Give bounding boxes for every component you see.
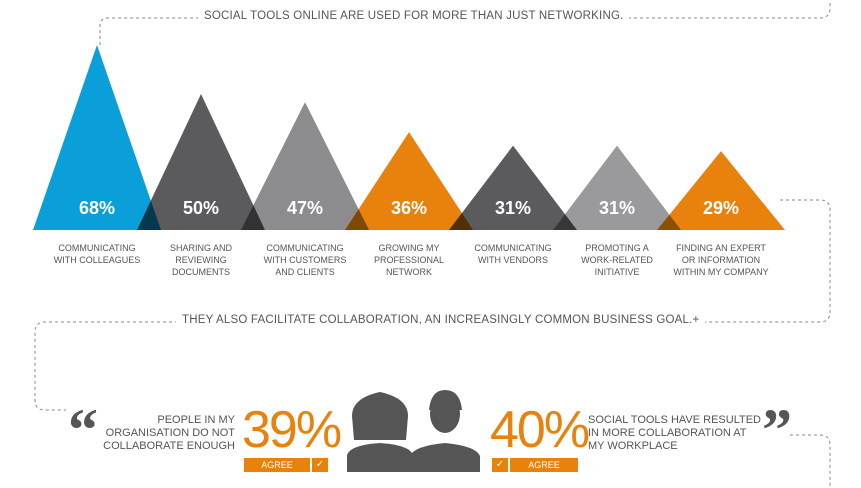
subheadline: THEY ALSO FACILITATE COLLABORATION, AN I… [176,314,706,326]
triangles [33,45,785,230]
triangle [449,145,577,230]
category-label: COMMUNICATING WITH COLLEAGUES [53,243,141,265]
value-label: 36% [390,198,428,218]
stat-value: 39% [242,401,342,459]
triangle [241,102,369,230]
value-label: 68% [78,198,116,218]
people-icon [347,390,480,472]
check-icon: ✓ [312,458,328,472]
quote-mark: ” [762,397,792,463]
stat-badge: AGREE [510,458,578,472]
category-label: COMMUNICATING WITH CUSTOMERS AND CLIENTS [263,243,347,277]
stat-text: PEOPLE IN MY ORGANISATION DO NOT COLLABO… [103,414,235,452]
category-label: FINDING AN EXPERT OR INFORMATION WITHIN … [673,243,769,277]
category-label: COMMUNICATING WITH VENDORS [474,243,552,265]
category-label: PROMOTING A WORK-RELATED INITIATIVE [581,243,653,277]
triangle [553,145,681,230]
dashed-lines [34,0,831,488]
stat-text: SOCIAL TOOLS HAVE RESULTED IN MORE COLLA… [588,414,761,452]
category-label: GROWING MY PROFESSIONAL NETWORK [373,243,445,277]
value-label: 31% [598,198,636,218]
stat-value: 40% [490,401,590,459]
triangle [345,132,473,230]
stat-badge: AGREE [244,458,310,472]
triangle [137,94,265,230]
triangle [657,151,785,230]
category-label: SHARING AND REVIEWING DOCUMENTS [169,243,232,277]
quote-mark: “ [68,397,98,463]
value-label: 50% [182,198,220,218]
value-label: 47% [286,198,324,218]
headline: SOCIAL TOOLS ONLINE ARE USED FOR MORE TH… [198,10,630,22]
check-icon: ✓ [492,458,508,472]
value-label: 31% [494,198,532,218]
triangle [33,45,161,230]
value-label: 29% [702,198,740,218]
